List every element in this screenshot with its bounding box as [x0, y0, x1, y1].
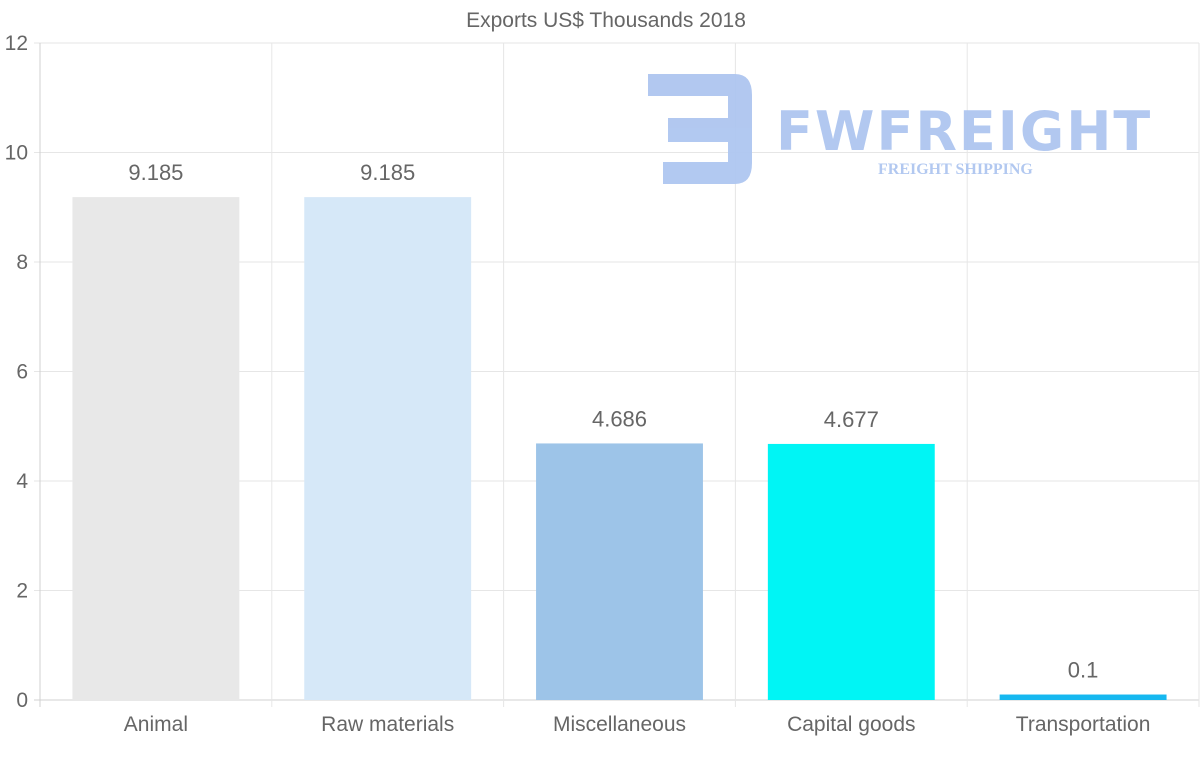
y-tick-label: 8: [16, 251, 28, 274]
bar-value-label: 4.686: [592, 406, 647, 431]
x-tick-label: Raw materials: [321, 713, 454, 736]
bar-raw-materials: [304, 197, 472, 700]
y-tick-label: 2: [16, 580, 28, 603]
x-tick-label: Transportation: [1016, 713, 1151, 736]
chart-title: Exports US$ Thousands 2018: [466, 9, 746, 32]
x-tick-label: Capital goods: [787, 713, 915, 736]
bar-animal: [72, 197, 240, 700]
bar-value-label: 4.677: [824, 407, 879, 432]
watermark-brand: FWFREIGHT: [776, 100, 1152, 163]
y-tick-label: 6: [16, 361, 28, 384]
watermark-f-icon: [648, 74, 752, 184]
x-tick-label: Animal: [124, 713, 188, 736]
bar-capital-goods: [767, 443, 935, 700]
bar-value-label: 9.185: [360, 160, 415, 185]
bar-value-label: 0.1: [1068, 658, 1099, 683]
x-axis-ticks: Animal Raw materials Miscellaneous Capital …: [124, 713, 1151, 736]
y-tick-label: 12: [5, 32, 28, 55]
y-axis-ticks: 0 2 4 6 8 10 12: [5, 32, 29, 712]
y-tick-label: 4: [16, 470, 28, 493]
bars: [72, 197, 1167, 700]
y-tick-label: 10: [5, 142, 28, 165]
x-tick-label: Miscellaneous: [553, 713, 686, 736]
bar-transportation: [999, 694, 1167, 700]
watermark-tagline: FREIGHT SHIPPING: [878, 161, 1033, 178]
data-labels: 9.185 9.185 4.686 4.677 0.1: [128, 160, 1098, 682]
watermark-logo: FWFREIGHT FREIGHT SHIPPING: [648, 74, 1152, 184]
bar-value-label: 9.185: [128, 160, 183, 185]
y-tick-label: 0: [16, 689, 28, 712]
bar-miscellaneous: [536, 443, 703, 700]
